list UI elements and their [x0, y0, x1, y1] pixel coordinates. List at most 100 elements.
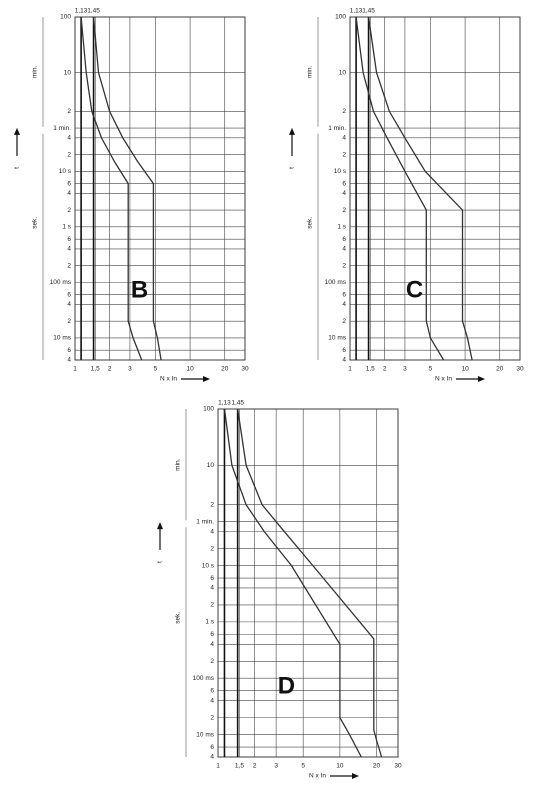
x-axis-label: N x In: [435, 376, 452, 383]
y-tick-label: 2: [67, 151, 71, 158]
y-tick-label: 1 s: [337, 224, 346, 231]
y-tick-label: 2: [342, 207, 346, 214]
x-tick-label: 10: [461, 366, 469, 373]
y-axis-label: t: [289, 167, 296, 169]
curve: [80, 16, 143, 361]
x-tick-label: 1: [216, 763, 220, 770]
plot-frame: [74, 16, 246, 361]
x-tick-label: 1: [73, 366, 77, 373]
y-tick-label: 6: [210, 744, 214, 751]
y-tick-label: 2: [210, 714, 214, 721]
y-group-label: sek.: [32, 217, 39, 229]
y-tick-label: 6: [67, 180, 71, 187]
x-arrow-head: [203, 376, 210, 382]
x-tick-label: 2: [383, 366, 387, 373]
y-tick-label: 2: [67, 108, 71, 115]
x-tick-label: 1,5: [235, 763, 244, 770]
y-tick-label: 1 min.: [328, 125, 346, 132]
y-tick-label: 10: [339, 69, 347, 76]
y-group-label: min.: [307, 66, 314, 78]
y-tick-label: 2: [67, 207, 71, 214]
y-tick-label: 10 ms: [53, 335, 71, 342]
x-tick-label: 1,5: [366, 366, 375, 373]
y-tick-label: 4: [67, 135, 71, 142]
curve: [237, 408, 383, 758]
reference-label: 1,13: [350, 8, 363, 15]
y-tick-label: 4: [67, 301, 71, 308]
y-tick-label: 6: [67, 236, 71, 243]
curve: [355, 16, 445, 361]
y-tick-label: 100 ms: [50, 279, 72, 286]
y-tick-label: 4: [210, 585, 214, 592]
y-tick-label: 10 s: [334, 168, 347, 175]
y-group-label: min.: [175, 458, 182, 470]
reference-label: 1,13: [75, 8, 88, 15]
reference-label: 1,45: [362, 8, 375, 15]
y-tick-label: 4: [342, 246, 346, 253]
x-tick-label: 20: [373, 763, 381, 770]
y-tick-label: 1 s: [62, 224, 71, 231]
y-tick-label: 6: [210, 631, 214, 638]
y-tick-label: 6: [342, 291, 346, 298]
x-axis-label: N x In: [309, 773, 326, 780]
y-tick-label: 2: [210, 602, 214, 609]
y-tick-label: 1 min.: [196, 518, 214, 525]
reference-label: 1,45: [87, 8, 100, 15]
y-tick-label: 4: [342, 190, 346, 197]
y-group-label: sek.: [307, 217, 314, 229]
x-tick-label: 30: [241, 366, 249, 373]
x-tick-label: 5: [301, 763, 305, 770]
y-tick-label: 4: [342, 301, 346, 308]
x-tick-label: 1: [348, 366, 352, 373]
y-axis-label: t: [14, 167, 21, 169]
y-tick-label: 6: [67, 291, 71, 298]
y-tick-label: 4: [210, 754, 214, 761]
y-tick-label: 1 s: [205, 619, 214, 626]
x-tick-label: 2: [108, 366, 112, 373]
x-tick-label: 20: [496, 366, 504, 373]
y-tick-label: 2: [67, 262, 71, 269]
curve: [223, 408, 362, 758]
y-tick-label: 4: [210, 641, 214, 648]
letter: B: [131, 277, 148, 304]
x-arrow-head: [478, 376, 485, 382]
x-tick-label: 3: [274, 763, 278, 770]
y-tick-label: 4: [210, 697, 214, 704]
y-tick-label: 6: [67, 347, 71, 354]
y-tick-label: 100: [60, 14, 71, 21]
y-tick-label: 100 ms: [325, 279, 347, 286]
x-arrow-head: [352, 773, 359, 779]
x-tick-label: 1,5: [91, 366, 100, 373]
y-tick-label: 2: [210, 545, 214, 552]
y-arrow-head: [289, 127, 295, 135]
y-tick-label: 4: [210, 528, 214, 535]
x-tick-label: 5: [154, 366, 158, 373]
y-tick-label: 6: [342, 236, 346, 243]
y-tick-label: 4: [67, 357, 71, 364]
y-tick-label: 10: [64, 69, 72, 76]
curve: [367, 16, 473, 361]
y-tick-label: 10 s: [202, 562, 215, 569]
y-tick-label: 4: [342, 135, 346, 142]
y-tick-label: 6: [210, 575, 214, 582]
y-arrow-head: [14, 127, 20, 135]
x-axis-label: N x In: [160, 376, 177, 383]
curve: [92, 16, 162, 361]
y-axis-label: t: [157, 561, 164, 563]
y-arrow-head: [157, 522, 163, 530]
y-tick-label: 1 min.: [53, 125, 71, 132]
reference-label: 1,13: [218, 400, 231, 407]
x-tick-label: 10: [186, 366, 194, 373]
y-tick-label: 6: [342, 180, 346, 187]
y-tick-label: 2: [210, 658, 214, 665]
y-tick-label: 10 ms: [328, 335, 346, 342]
y-tick-label: 2: [342, 108, 346, 115]
y-tick-label: 6: [342, 347, 346, 354]
x-tick-label: 3: [128, 366, 132, 373]
x-tick-label: 10: [336, 763, 344, 770]
y-tick-label: 2: [342, 151, 346, 158]
y-group-label: sek.: [175, 612, 182, 624]
y-tick-label: 2: [67, 318, 71, 325]
x-tick-label: 5: [429, 366, 433, 373]
